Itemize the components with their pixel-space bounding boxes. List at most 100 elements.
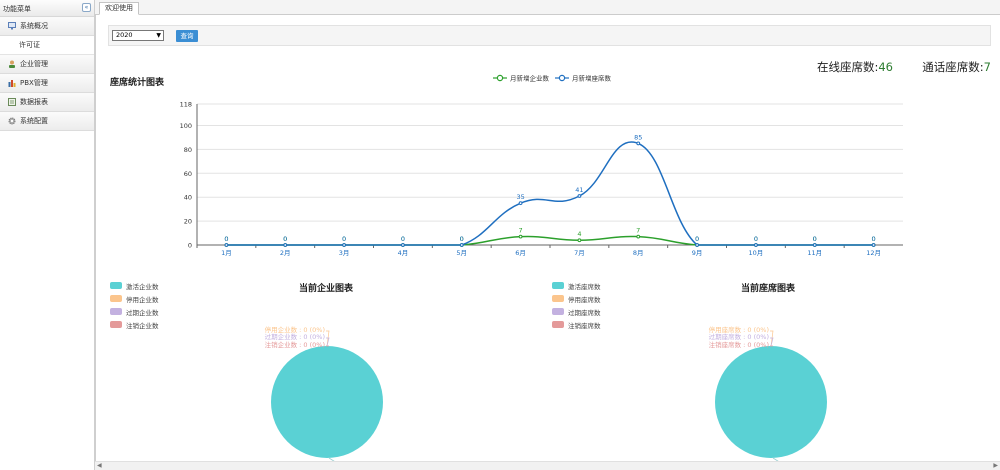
pie-label-line <box>770 337 774 347</box>
legend-item[interactable]: 停用企业数 <box>110 292 159 305</box>
data-label: 0 <box>695 235 699 243</box>
legend-swatch <box>552 295 564 302</box>
legend-swatch <box>552 308 564 315</box>
y-tick-label: 80 <box>184 146 192 154</box>
query-button[interactable]: 查询 <box>176 30 198 42</box>
online-seats-value: 46 <box>878 60 893 74</box>
legend-item-1[interactable]: 月新增座席数 <box>555 74 612 83</box>
y-tick-label: 60 <box>184 170 192 178</box>
data-label: 0 <box>460 235 464 243</box>
data-label: 0 <box>460 235 464 243</box>
x-tick-label: 2月 <box>280 249 291 257</box>
data-label: 0 <box>754 235 758 243</box>
menu-item-enterprise[interactable]: 企业管理 <box>0 55 94 74</box>
x-tick-label: 7月 <box>574 249 585 257</box>
menu-item-pbx[interactable]: PBX管理 <box>0 74 94 93</box>
x-tick-label: 1月 <box>221 249 232 257</box>
calling-seats-label: 通话座席数: <box>922 60 984 74</box>
data-label: 0 <box>872 235 876 243</box>
pie-slice-label: 过期企业数 : 0 (0%) <box>265 332 325 341</box>
data-point[interactable] <box>577 238 582 243</box>
scroll-right-icon[interactable]: ▶ <box>993 462 998 469</box>
pie-slice-active[interactable] <box>271 346 383 458</box>
legend-item-0[interactable]: 月新增企业数 <box>493 74 550 83</box>
double-chevron-left-icon[interactable]: « <box>82 3 91 12</box>
series-line-0 <box>226 235 874 246</box>
legend-label: 注销企业数 <box>126 321 159 330</box>
data-point[interactable] <box>283 243 288 247</box>
menu-item-system-overview[interactable]: 系统概况 <box>0 17 94 36</box>
pie-left-title: 当前企业图表 <box>299 284 354 294</box>
horizontal-scrollbar[interactable]: ◀ ▶ <box>95 461 1000 470</box>
data-point[interactable] <box>871 243 876 247</box>
y-tick-label: 118 <box>180 101 192 109</box>
data-label: 7 <box>519 227 523 235</box>
y-tick-label: 100 <box>180 122 192 130</box>
menu-item-label: 系统概况 <box>20 22 48 30</box>
data-label: 0 <box>695 235 699 243</box>
data-point[interactable] <box>636 234 641 239</box>
legend-swatch <box>110 321 122 328</box>
pie-label-line <box>326 337 330 347</box>
pie-right-title: 当前座席图表 <box>741 284 796 294</box>
data-point[interactable] <box>224 243 229 247</box>
legend-swatch <box>552 282 564 289</box>
legend-item[interactable]: 停用座席数 <box>552 292 601 305</box>
legend-swatch <box>110 282 122 289</box>
x-tick-label: 6月 <box>515 249 526 257</box>
scroll-left-icon[interactable]: ◀ <box>97 462 102 469</box>
x-tick-label: 5月 <box>456 249 467 257</box>
pie-left-legend: 激活企业数 停用企业数过期企业数注销企业数 <box>110 279 159 331</box>
data-point[interactable] <box>695 243 699 247</box>
menu-item-system-config[interactable]: 系统配置 <box>0 112 94 131</box>
data-point[interactable] <box>459 243 464 247</box>
data-label: 0 <box>342 235 346 243</box>
x-tick-label: 10月 <box>749 249 764 257</box>
legend-label: 过期企业数 <box>126 308 159 317</box>
legend-item[interactable]: 注销座席数 <box>552 318 601 331</box>
pie-right-legend: 激活座席数 停用座席数 过期座席数 注销座席数 <box>552 279 601 331</box>
pie-slice-label: 注销企业数 : 0 (0%) <box>265 340 325 349</box>
legend-item[interactable]: 注销企业数 <box>110 318 159 331</box>
content-divider <box>95 15 96 461</box>
pie-slice-label: 过期座席数 : 0 (0%) <box>709 332 769 341</box>
data-point[interactable] <box>518 234 523 239</box>
filter-bar: 2020 ▼ 查询 <box>108 25 991 46</box>
menu-item-label: PBX管理 <box>20 79 48 87</box>
sidebar: 功能菜单 « 系统概况 许可证 企业管理 PBX管理 数据报表 系统配置 <box>0 0 95 470</box>
pie-slice-label: 注销座席数 : 0 (0%) <box>709 340 769 349</box>
series-line-1 <box>226 141 874 246</box>
menu-item-label: 系统配置 <box>20 117 48 125</box>
legend-item[interactable]: 过期座席数 <box>552 305 601 318</box>
x-tick-label: 11月 <box>807 249 822 257</box>
svg-text:月新增座席数: 月新增座席数 <box>572 74 612 83</box>
data-point[interactable] <box>812 243 817 247</box>
line-chart-title: 座席统计图表 <box>110 78 165 88</box>
menu-item-reports[interactable]: 数据报表 <box>0 93 94 112</box>
data-point[interactable] <box>518 201 523 206</box>
menu-subitem-license[interactable]: 许可证 <box>0 36 94 55</box>
tab-welcome[interactable]: 欢迎使用 <box>99 2 139 15</box>
data-point[interactable] <box>754 243 758 247</box>
data-label: 7 <box>636 227 640 235</box>
data-label: 0 <box>283 235 287 243</box>
legend-item[interactable]: 过期企业数 <box>110 305 159 318</box>
pie-slice-label: 停用座席数 : 0 (0%) <box>709 325 769 334</box>
bar-chart-icon <box>8 80 16 87</box>
data-point[interactable] <box>342 243 346 247</box>
legend-item[interactable]: 激活座席数 <box>552 279 601 292</box>
legend-label: 激活座席数 <box>568 282 601 291</box>
svg-text:月新增企业数: 月新增企业数 <box>510 74 550 83</box>
data-label: 35 <box>516 193 524 201</box>
data-point[interactable] <box>401 243 405 247</box>
year-select[interactable]: 2020 ▼ <box>112 30 164 41</box>
data-point[interactable] <box>577 194 582 198</box>
year-select-value: 2020 <box>116 31 133 39</box>
menu-item-label: 数据报表 <box>20 98 48 106</box>
pie-slice-active[interactable] <box>715 346 827 458</box>
monitor-icon <box>8 22 16 30</box>
calling-seats-value: 7 <box>983 60 991 74</box>
data-point[interactable] <box>636 141 641 146</box>
legend-item[interactable]: 激活企业数 <box>110 279 159 292</box>
x-tick-label: 12月 <box>866 249 881 257</box>
